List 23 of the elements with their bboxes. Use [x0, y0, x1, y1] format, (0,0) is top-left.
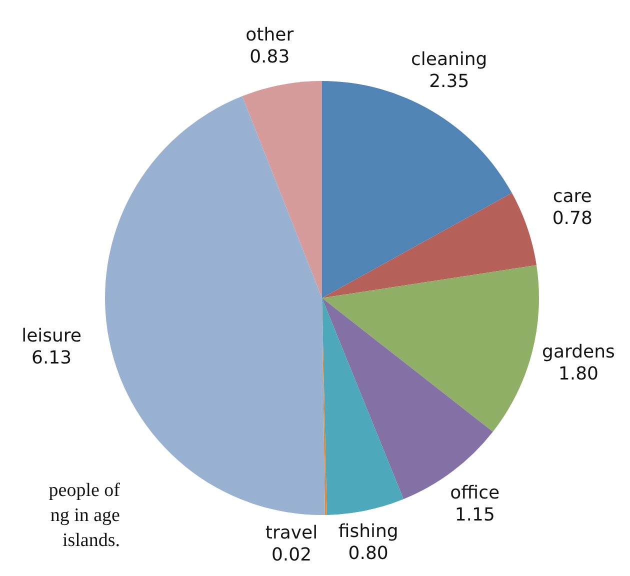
data-label: 0.78: [552, 208, 592, 229]
data-label: 0.83: [250, 46, 290, 68]
text: people of: [48, 479, 120, 503]
pie-slice: [322, 192, 536, 298]
slice-label: travel: [265, 522, 318, 544]
data-label: 1.80: [558, 363, 599, 384]
slice-label: office: [450, 482, 500, 504]
slice-label: cleaning: [411, 48, 488, 70]
data-label: 2.35: [429, 70, 470, 92]
slice-label: gardens: [542, 341, 615, 362]
pie-slice: [322, 265, 539, 432]
slice-label: care: [552, 186, 592, 207]
text: ng in age: [49, 504, 120, 528]
data-label: 1.15: [454, 504, 495, 526]
data-label: 0.80: [348, 543, 388, 564]
pie-slice: [322, 298, 404, 515]
data-label: 6.13: [32, 347, 72, 368]
slice-label: fishing: [338, 521, 398, 542]
data-label: 0.02: [271, 544, 312, 566]
slice-label: other: [246, 24, 294, 46]
slice-label: leisure: [22, 325, 82, 346]
pie-slice: [242, 81, 322, 298]
text: islands.: [61, 529, 120, 553]
